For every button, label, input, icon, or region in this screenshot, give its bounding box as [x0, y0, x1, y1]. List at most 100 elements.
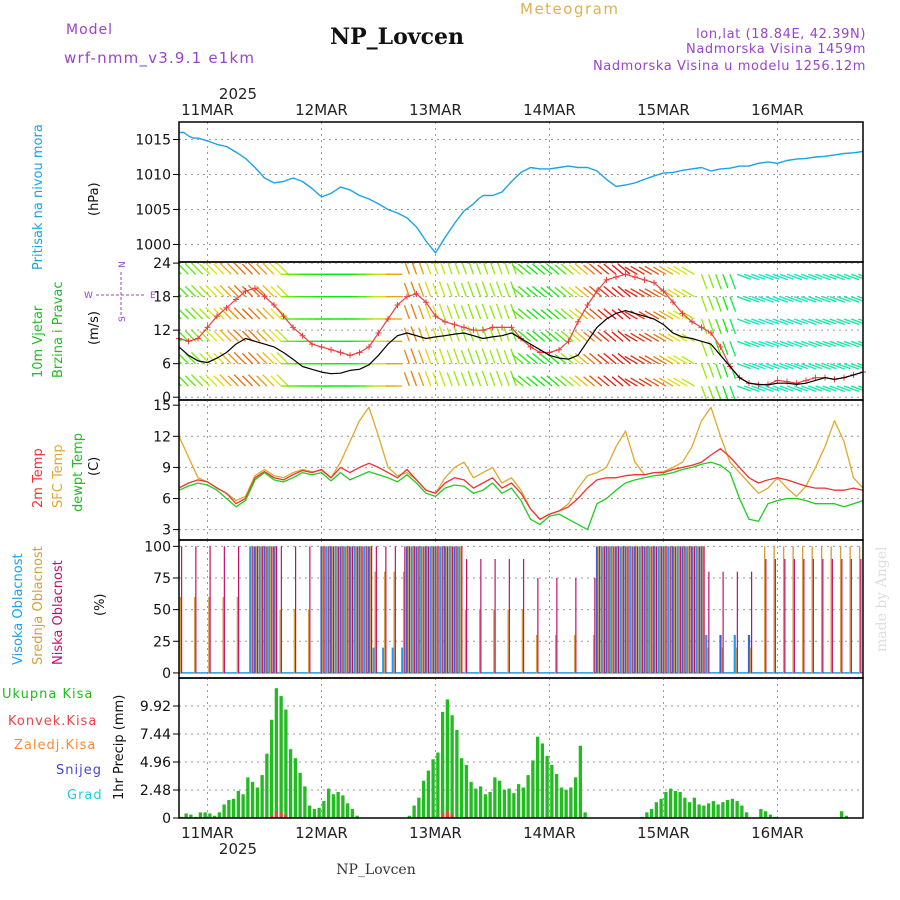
precip-bar [692, 797, 697, 818]
wind-arrow [624, 333, 638, 342]
precip-bar [711, 801, 716, 818]
wind-arrow [403, 372, 410, 387]
precip-bar [326, 788, 331, 818]
wind-arrow [808, 385, 823, 392]
wind-arrow [199, 285, 211, 298]
precip-bar [269, 719, 274, 818]
wind-arrow [511, 353, 524, 365]
wind-arrow [786, 273, 803, 281]
precip-bar [516, 784, 521, 818]
wind-arrow [751, 340, 766, 347]
wind-arrow [468, 262, 475, 275]
wind-arrow [722, 341, 729, 356]
wind-arrow [227, 352, 239, 365]
temperature-panel: 3 6 9 12 15 [153, 398, 864, 541]
wind-arrow [467, 281, 475, 297]
wind-arrow [583, 331, 596, 342]
wind-arrow [652, 355, 667, 365]
wind-arrow [630, 288, 645, 298]
legend-hail: Grad [67, 788, 103, 803]
model-name: wrf-nmm_v3.9.1 e1km [64, 49, 255, 68]
panel-border [178, 677, 864, 819]
wind-arrow [617, 285, 631, 298]
wind-arrow [829, 318, 846, 326]
wind-arrow [715, 385, 722, 400]
wind-arrow [453, 303, 460, 320]
wind-arrow [467, 348, 475, 364]
wind-arrow [233, 284, 246, 298]
wind-arrow [546, 375, 560, 387]
wind-arrow [829, 340, 846, 348]
wind-arrow [276, 374, 289, 387]
wind-arrow [589, 330, 603, 342]
y-tick-label: 25 [153, 634, 171, 650]
precip-bar [293, 758, 298, 818]
pressure-unit: (hPa) [87, 182, 102, 216]
wind-arrow [758, 273, 774, 281]
precip-bar [697, 804, 701, 818]
wind-arrow [190, 374, 204, 387]
wind-arrow [708, 296, 715, 311]
wind-arrow [233, 351, 246, 365]
wind-arrow [793, 273, 808, 280]
wind-arrow [199, 263, 211, 275]
temp-ylabel-dewpt: dewpt Temp [71, 433, 86, 512]
wind-arrow [843, 318, 860, 326]
model-label: Model [66, 22, 113, 38]
precip-bar [654, 802, 659, 818]
wind-arrow [403, 282, 410, 297]
wind-arrow [652, 311, 667, 320]
wind-arrow [489, 282, 496, 297]
precip-bar [716, 804, 720, 818]
wind-arrow [667, 311, 681, 320]
y-tick-label: 3 [162, 523, 171, 539]
wind-arrow [475, 372, 482, 387]
cloud-ylabel-high: Visoka Oblacnost [11, 553, 26, 665]
wind-arrow [438, 348, 446, 364]
wind-arrow [681, 378, 695, 387]
precip-bar [573, 777, 578, 818]
page-title: NP_Lovcen [330, 24, 464, 50]
wind-arrow [667, 378, 681, 387]
wind-arrow [744, 385, 760, 393]
wind-arrow [453, 281, 460, 297]
wind-arrow [624, 378, 638, 387]
precip-bar [312, 808, 317, 818]
wind-arrow [652, 333, 667, 342]
wind-arrow [583, 376, 596, 387]
wind-arrow [532, 285, 546, 298]
precip-bar [345, 803, 350, 818]
wind-arrow [630, 332, 645, 342]
precip-bar [445, 699, 450, 818]
wind-arrow [233, 374, 246, 387]
precip-bar [645, 812, 649, 818]
wind-arrow [681, 288, 695, 298]
wind-arrow [793, 385, 808, 392]
wind-arrow [199, 375, 211, 387]
precip-bar [725, 799, 730, 818]
wind-arrow [205, 284, 218, 298]
wind-arrow [624, 355, 638, 365]
wind-mean-line [178, 310, 864, 386]
y-tick-label: 0 [162, 666, 171, 682]
wind-arrow [495, 326, 503, 342]
wind-arrow [658, 265, 674, 275]
y-tick-label: 75 [153, 571, 171, 587]
wind-arrow [546, 263, 560, 275]
wind-arrow [658, 355, 674, 365]
wind-arrow [247, 374, 261, 387]
day-label-top: 11MAR [181, 101, 234, 119]
wind-arrow [722, 274, 729, 289]
precip-bar [412, 805, 416, 818]
precip-bar [578, 745, 583, 818]
wind-arrow [729, 341, 737, 357]
wind-arrow [744, 296, 760, 303]
wind-arrow [241, 352, 254, 365]
wind-arrow [589, 352, 603, 365]
wind-arrow [219, 329, 232, 342]
precip-bar [768, 814, 773, 818]
wind-arrow [829, 363, 846, 370]
wind-arrow [772, 340, 789, 348]
wind-arrow [418, 305, 425, 320]
wind-arrow [461, 262, 467, 275]
